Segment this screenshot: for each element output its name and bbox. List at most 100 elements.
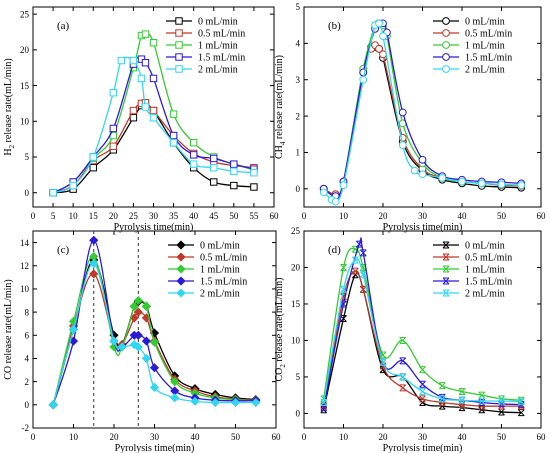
- data-point: [141, 336, 151, 346]
- data-point: [399, 357, 407, 365]
- data-point: [210, 178, 218, 186]
- legend-label: 1.5 mL/min: [200, 277, 247, 288]
- data-point: [418, 170, 427, 179]
- data-point: [117, 56, 126, 65]
- data-point: [375, 19, 383, 28]
- data-point: [517, 402, 525, 410]
- data-point: [141, 30, 150, 38]
- legend-label: 0 mL/min: [200, 241, 240, 252]
- x-tick-label: 0: [31, 211, 36, 221]
- data-point: [230, 397, 241, 408]
- x-tick-label: 10: [339, 432, 349, 442]
- data-point: [230, 160, 238, 168]
- data-point: [133, 295, 143, 306]
- data-point: [355, 240, 363, 248]
- legend-label: 1.5 mL/min: [198, 53, 245, 64]
- y-axis-title-part: release rate(mL/min): [274, 277, 285, 364]
- x-tick-label: 15: [89, 211, 99, 221]
- data-point: [89, 235, 99, 245]
- data-point: [141, 103, 150, 111]
- data-point: [351, 256, 359, 264]
- data-point: [399, 384, 407, 392]
- series-4: [49, 55, 258, 197]
- x-tick-label: 10: [69, 211, 79, 221]
- data-point: [359, 249, 367, 257]
- x-tick-label: 50: [229, 211, 239, 221]
- data-point: [189, 139, 198, 147]
- legend-label: 2 mL/min: [465, 65, 505, 76]
- chart-panel-4: 0 10 20 30 40 50 60 0 5 10 15 20 25 Pyrolysis time(mi…: [274, 226, 546, 453]
- data-point: [133, 330, 143, 340]
- data-point: [418, 155, 427, 164]
- legend-marker: [442, 29, 450, 37]
- data-point: [438, 382, 446, 390]
- y-tick-label: 5: [296, 372, 301, 382]
- legend-label: 1 mL/min: [198, 41, 238, 52]
- legend-label: 0 mL/min: [465, 241, 505, 252]
- y-axis-title-part: release rate(mL/min): [3, 58, 14, 145]
- chart-panel-2: 0 10 20 30 40 50 60 0 1 2 3 4 5 Pyrolysis time(min) CH…: [274, 2, 546, 233]
- x-axis-title: Pyrolysis time(min): [115, 443, 195, 453]
- data-point: [230, 181, 238, 190]
- data-point: [478, 406, 486, 414]
- data-point: [438, 398, 446, 406]
- legend-marker: [442, 277, 450, 285]
- y-axis-title: H2 release rate(mL/min): [3, 58, 16, 155]
- panel-label: (d): [328, 244, 341, 256]
- data-point: [498, 402, 505, 410]
- series-5: [320, 256, 525, 406]
- x-tick-label: 10: [339, 211, 349, 221]
- data-point: [359, 75, 368, 84]
- x-tick-label: 50: [231, 432, 241, 442]
- data-point: [438, 395, 446, 403]
- data-point: [190, 396, 200, 406]
- chart-panel-1: 0 5 10 15 20 25 30 35 40 45 50 55 600510152025Pyroly…: [3, 6, 279, 233]
- data-point: [129, 301, 139, 311]
- x-axis-title: Pyrolysis time(min): [383, 443, 463, 453]
- data-point: [379, 32, 387, 40]
- legend-marker: [442, 65, 450, 73]
- legend-label: 1 mL/min: [465, 41, 505, 52]
- data-point: [419, 366, 426, 374]
- y-tick-label: 25: [291, 226, 301, 236]
- data-point: [117, 342, 127, 352]
- data-point: [149, 363, 160, 373]
- x-tick-label: 60: [537, 432, 547, 442]
- legend-label: 0.5 mL/min: [200, 253, 247, 264]
- y-tick-label: 4: [25, 354, 30, 364]
- data-point: [89, 269, 99, 279]
- data-point: [398, 108, 407, 117]
- legend-marker: [442, 265, 450, 273]
- data-point: [109, 89, 118, 97]
- legend-marker: [442, 41, 450, 49]
- x-tick-label: 40: [458, 432, 468, 442]
- y-tick-label: 10: [20, 284, 30, 294]
- data-point: [210, 154, 218, 163]
- x-tick-label: 30: [418, 432, 428, 442]
- y-tick-label: 10: [291, 336, 301, 346]
- data-point: [340, 263, 347, 271]
- y-tick-label: 2: [25, 377, 30, 387]
- data-point: [340, 285, 347, 293]
- data-point: [340, 315, 347, 323]
- legend-marker: [175, 65, 183, 73]
- data-point: [339, 181, 348, 190]
- y-tick-label: 0: [296, 409, 301, 419]
- data-point: [320, 406, 328, 414]
- legend-label: 0 mL/min: [198, 17, 238, 28]
- y-axis-title-part: 2: [8, 144, 16, 148]
- data-point: [129, 114, 138, 122]
- y-axis-title-part: 4: [279, 141, 287, 145]
- legend-marker: [442, 17, 450, 25]
- panel-label: (a): [57, 20, 70, 32]
- data-point: [477, 179, 486, 188]
- data-point: [419, 380, 426, 388]
- data-point: [319, 188, 328, 197]
- data-point: [517, 398, 525, 406]
- data-point: [109, 142, 118, 150]
- data-point: [133, 342, 143, 352]
- data-point: [379, 362, 387, 370]
- data-point: [458, 396, 466, 404]
- y-tick-label: 4: [296, 39, 301, 49]
- data-point: [133, 307, 143, 317]
